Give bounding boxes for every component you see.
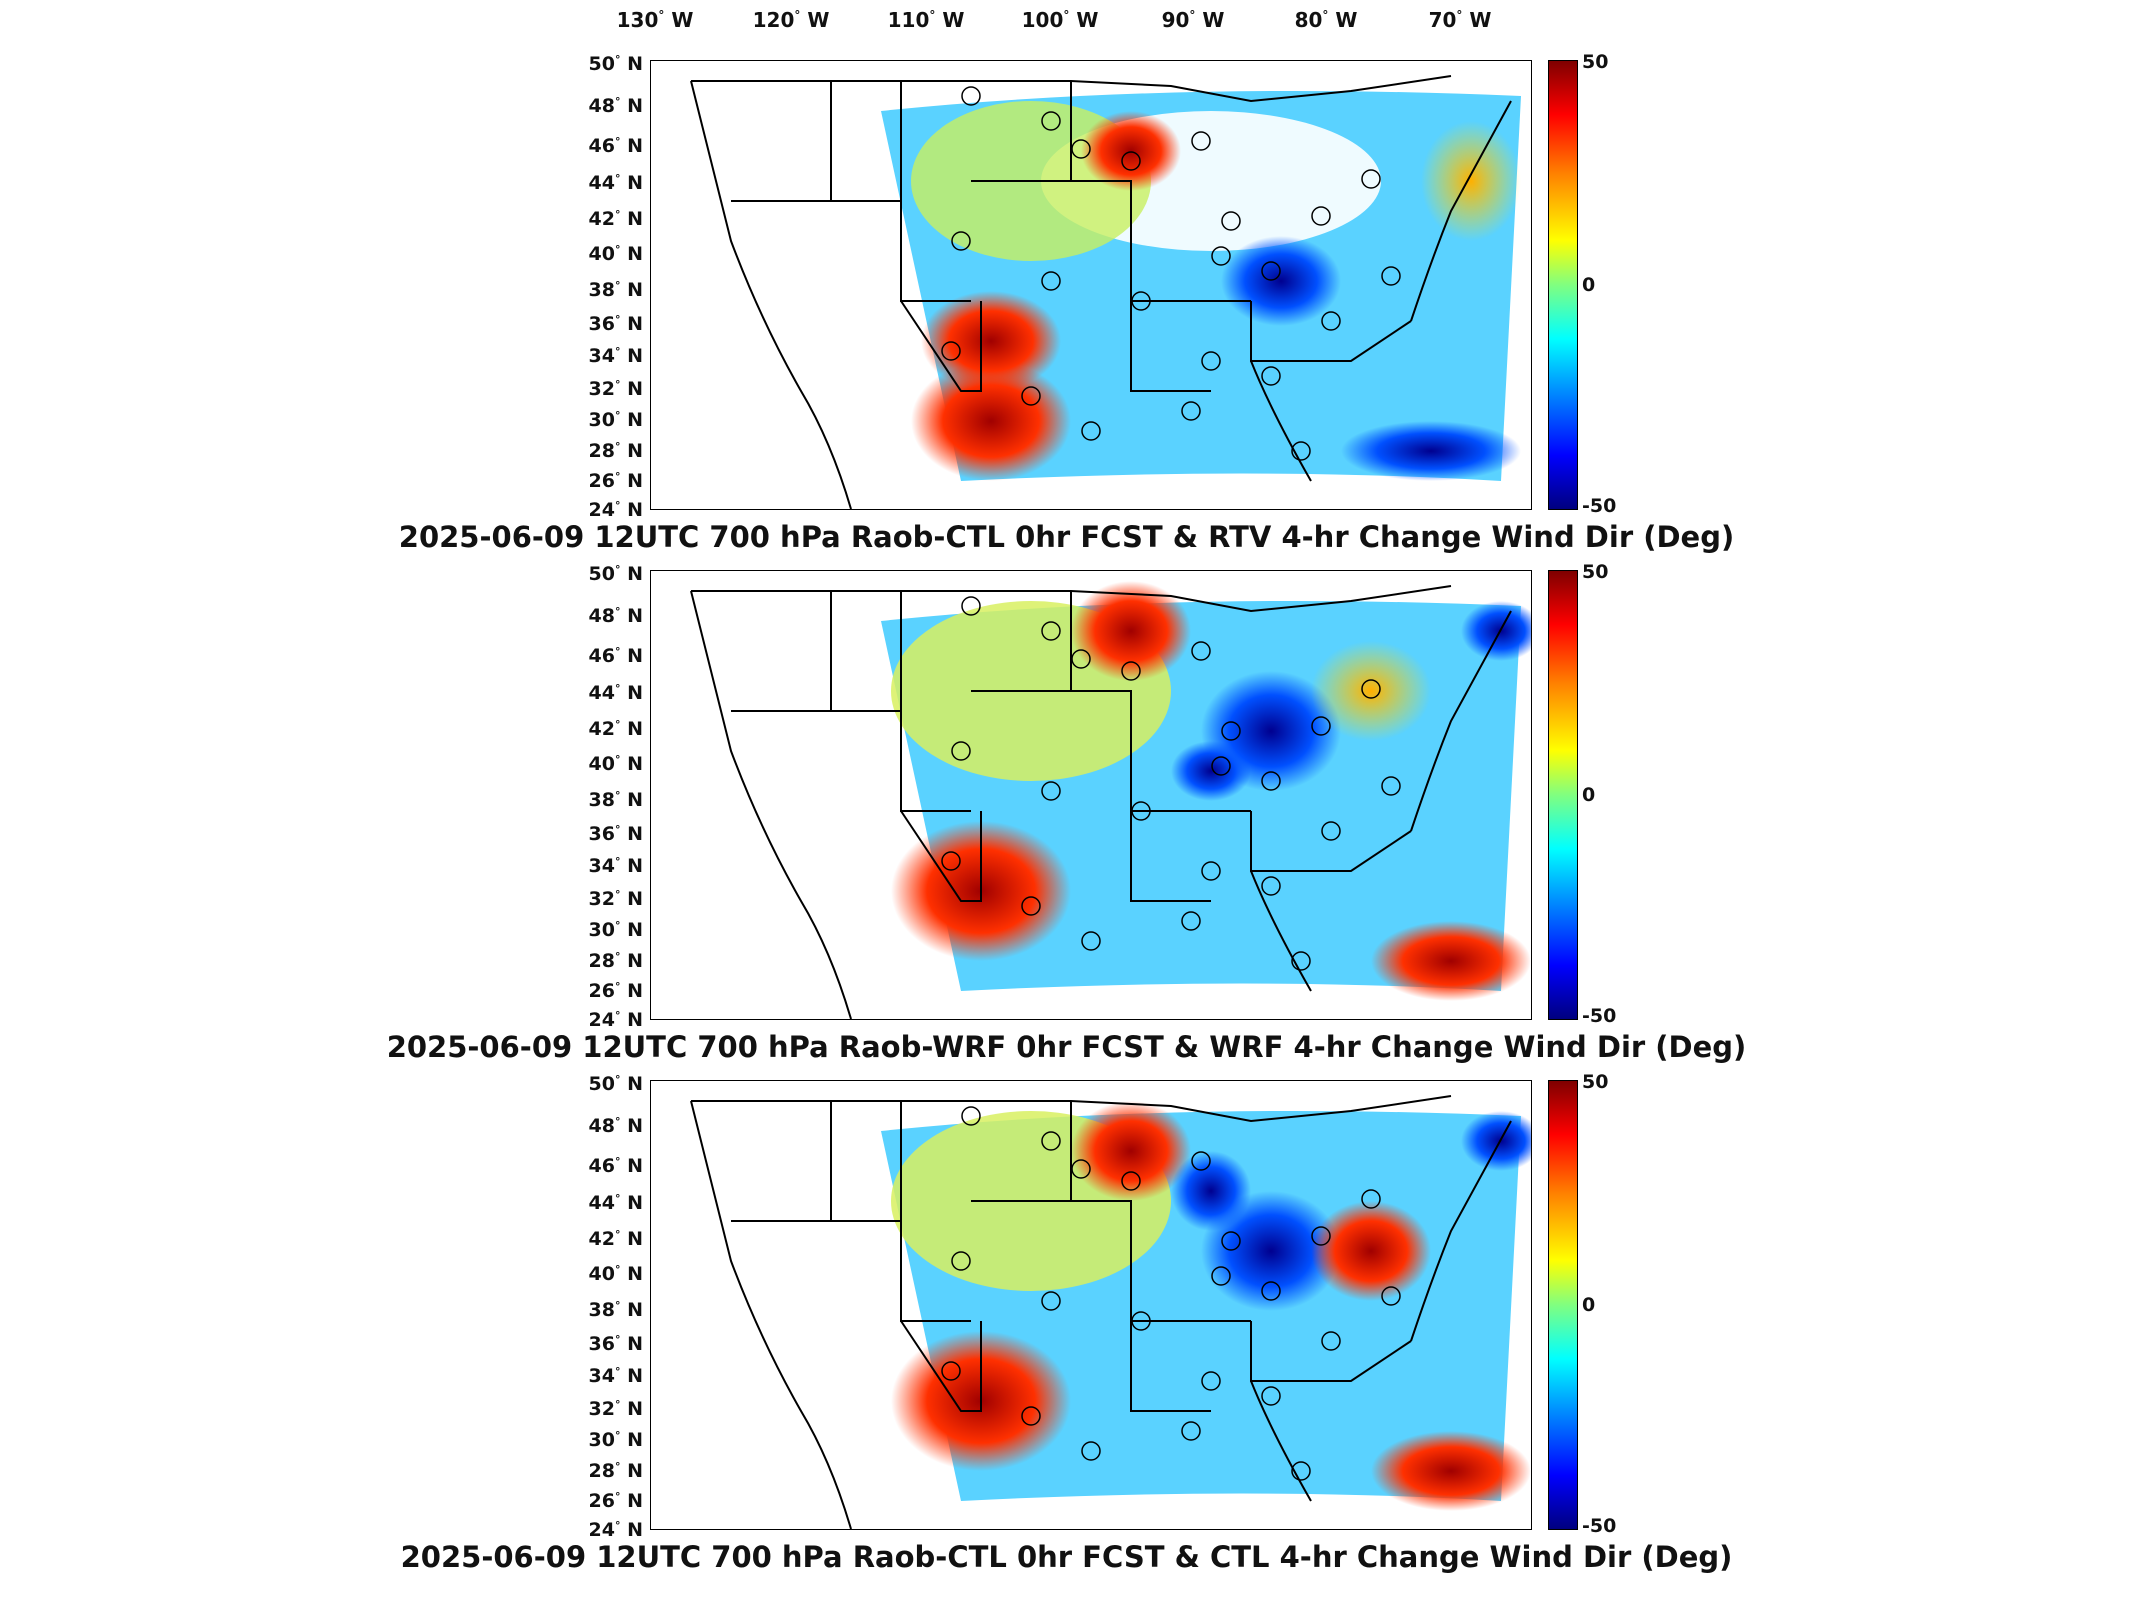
- lat-label-36n: 36° N: [588, 312, 643, 336]
- lat-label-44n: 44° N: [588, 1191, 643, 1215]
- raob-stations-3: [941, 1106, 1401, 1481]
- lon-label-80w: 80° W: [1294, 8, 1358, 32]
- lat-label-26n: 26° N: [588, 979, 643, 1003]
- lat-label-40n: 40° N: [588, 752, 643, 776]
- lon-label-100w: 100° W: [1021, 8, 1099, 32]
- boundaries-1: [690, 75, 1512, 509]
- colorbar-min-label: -50: [1582, 495, 1617, 517]
- lat-label-38n: 38° N: [588, 1298, 643, 1322]
- lat-label-46n: 46° N: [588, 1154, 643, 1178]
- map-panel-2: [650, 570, 1532, 1020]
- lon-label-110w: 110° W: [887, 8, 965, 32]
- lat-label-26n: 26° N: [588, 469, 643, 493]
- colorbar-max-label: 50: [1582, 561, 1609, 583]
- lat-label-32n: 32° N: [588, 377, 643, 401]
- lat-label-42n: 42° N: [588, 717, 643, 741]
- colorbar-mid-label: 0: [1582, 784, 1596, 806]
- wind-direction-map-3: [690, 1095, 1531, 1529]
- panel-title-2: 2025-06-09 12UTC 700 hPa Raob-WRF 0hr FC…: [386, 1030, 1747, 1064]
- lat-label-28n: 28° N: [588, 439, 643, 463]
- lat-label-36n: 36° N: [588, 822, 643, 846]
- lat-label-30n: 30° N: [588, 408, 643, 432]
- lat-label-34n: 34° N: [588, 344, 643, 368]
- lat-label-50n: 50° N: [588, 1072, 643, 1096]
- longitude-axis: 130° W 120° W 110° W 100° W 90° W 80° W …: [0, 0, 2133, 50]
- panel-3: 50° N 48° N 46° N 44° N 42° N 40° N 38° …: [0, 1020, 2133, 1600]
- raob-stations-1: [941, 86, 1401, 461]
- lat-label-46n: 46° N: [588, 644, 643, 668]
- lat-label-24n: 24° N: [588, 1008, 643, 1032]
- panel-title-3: 2025-06-09 12UTC 700 hPa Raob-CTL 0hr FC…: [400, 1540, 1733, 1574]
- colorbar-mid-label: 0: [1582, 274, 1596, 296]
- lon-label-130w: 130° W: [616, 8, 694, 32]
- lat-label-42n: 42° N: [588, 207, 643, 231]
- lat-label-48n: 48° N: [588, 94, 643, 118]
- colorbar-max-label: 50: [1582, 1071, 1609, 1093]
- lat-label-50n: 50° N: [588, 562, 643, 586]
- lat-label-24n: 24° N: [588, 498, 643, 522]
- lat-label-48n: 48° N: [588, 1114, 643, 1138]
- boundaries-3: [690, 1095, 1512, 1529]
- wind-direction-map-1: [690, 75, 1521, 509]
- lon-label-120w: 120° W: [752, 8, 830, 32]
- lat-label-38n: 38° N: [588, 278, 643, 302]
- map-panel-3: [650, 1080, 1532, 1530]
- cold-anomaly: [1221, 236, 1341, 326]
- lon-label-70w: 70° W: [1428, 8, 1492, 32]
- boundaries-2: [690, 585, 1512, 1019]
- panel-2: 50° N 48° N 46° N 44° N 42° N 40° N 38° …: [0, 510, 2133, 1070]
- lat-label-40n: 40° N: [588, 1262, 643, 1286]
- lat-label-28n: 28° N: [588, 949, 643, 973]
- lat-label-28n: 28° N: [588, 1459, 643, 1483]
- wind-direction-map-2: [690, 581, 1531, 1019]
- colorbar-3: [1548, 1080, 1578, 1530]
- lon-label-90w: 90° W: [1161, 8, 1225, 32]
- lat-label-38n: 38° N: [588, 788, 643, 812]
- lat-label-24n: 24° N: [588, 1518, 643, 1542]
- colorbar-1: [1548, 60, 1578, 510]
- panel-title-1: 2025-06-09 12UTC 700 hPa Raob-CTL 0hr FC…: [398, 520, 1735, 554]
- lat-label-30n: 30° N: [588, 918, 643, 942]
- lat-label-50n: 50° N: [588, 52, 643, 76]
- map-panel-1: [650, 60, 1532, 510]
- lat-label-32n: 32° N: [588, 887, 643, 911]
- colorbar-max-label: 50: [1582, 51, 1609, 73]
- warm-anomaly: [911, 361, 1071, 481]
- raob-stations-2: [941, 596, 1401, 971]
- lat-label-30n: 30° N: [588, 1428, 643, 1452]
- colorbar-2: [1548, 570, 1578, 1020]
- lat-label-34n: 34° N: [588, 1364, 643, 1388]
- colorbar-min-label: -50: [1582, 1515, 1617, 1537]
- lat-label-32n: 32° N: [588, 1397, 643, 1421]
- panel-1: 50° N 48° N 46° N 44° N 42° N 40° N 38° …: [0, 0, 2133, 560]
- lat-label-48n: 48° N: [588, 604, 643, 628]
- colorbar-min-label: -50: [1582, 1005, 1617, 1027]
- lat-label-44n: 44° N: [588, 171, 643, 195]
- lat-label-42n: 42° N: [588, 1227, 643, 1251]
- lat-label-46n: 46° N: [588, 134, 643, 158]
- lat-label-26n: 26° N: [588, 1489, 643, 1513]
- colorbar-mid-label: 0: [1582, 1294, 1596, 1316]
- lat-label-44n: 44° N: [588, 681, 643, 705]
- lat-label-40n: 40° N: [588, 242, 643, 266]
- lat-label-34n: 34° N: [588, 854, 643, 878]
- lat-label-36n: 36° N: [588, 1332, 643, 1356]
